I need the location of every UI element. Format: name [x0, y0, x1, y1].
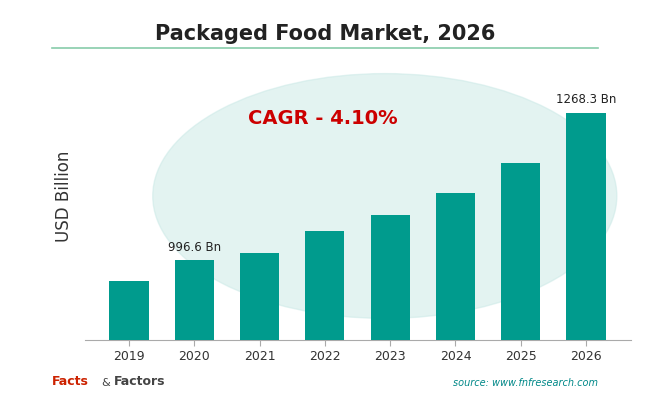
Bar: [109, 281, 148, 400]
Bar: [175, 260, 214, 400]
Text: CAGR - 4.10%: CAGR - 4.10%: [248, 109, 398, 128]
Bar: [436, 193, 475, 400]
Y-axis label: USD Billion: USD Billion: [55, 150, 73, 242]
Bar: [306, 231, 345, 400]
Bar: [501, 163, 540, 400]
Bar: [567, 113, 606, 400]
Text: 996.6 Bn: 996.6 Bn: [168, 241, 221, 254]
Bar: [370, 215, 410, 400]
Text: Packaged Food Market, 2026: Packaged Food Market, 2026: [155, 24, 495, 44]
Ellipse shape: [153, 74, 617, 318]
Text: Facts: Facts: [52, 375, 89, 388]
Text: &: &: [101, 378, 109, 388]
Text: source: www.fnfresearch.com: source: www.fnfresearch.com: [453, 378, 598, 388]
Text: Factors: Factors: [114, 375, 165, 388]
Text: 1268.3 Bn: 1268.3 Bn: [556, 93, 616, 106]
Bar: [240, 253, 279, 400]
